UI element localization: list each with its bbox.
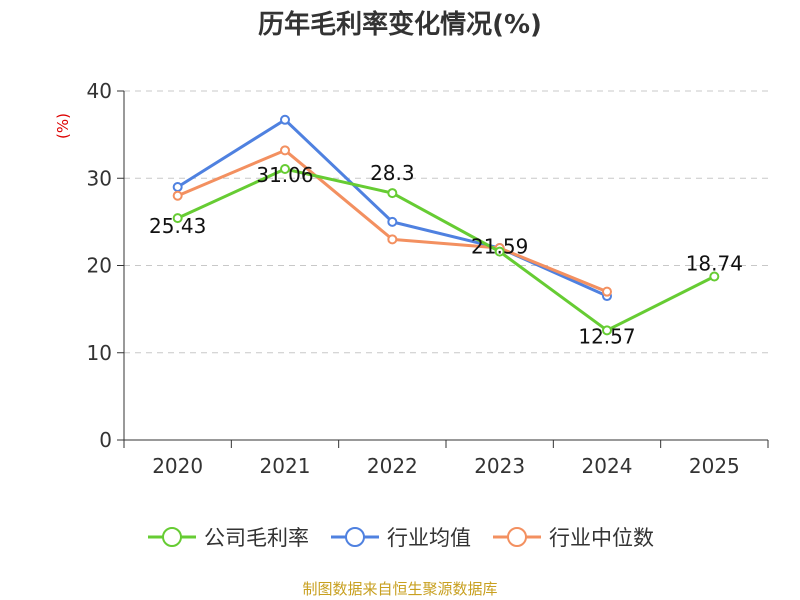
y-axis-label: (%) (54, 113, 72, 139)
y-tick-label: 20 (87, 254, 112, 278)
x-tick-label: 2021 (260, 454, 311, 478)
data-label: 31.06 (256, 163, 313, 187)
data-label: 25.43 (149, 214, 206, 238)
data-point (172, 213, 183, 224)
data-label: 21.59 (471, 235, 528, 259)
data-point (494, 246, 505, 257)
y-tick-label: 30 (87, 166, 112, 190)
data-point (709, 271, 720, 282)
x-tick-label: 2020 (152, 454, 203, 478)
x-tick-label: 2023 (474, 454, 525, 478)
data-point (602, 286, 612, 297)
data-point (172, 181, 183, 192)
series-line (176, 118, 608, 298)
data-point (280, 145, 290, 156)
data-point (172, 190, 183, 201)
x-tick-label: 2025 (689, 454, 740, 478)
data-point (387, 234, 398, 245)
legend-label: 行业中位数 (549, 526, 654, 550)
legend-label: 公司毛利率 (204, 526, 309, 550)
x-tick-label: 2024 (582, 454, 633, 478)
legend-marker-icon (507, 527, 527, 547)
data-point (602, 325, 612, 336)
data-label: 28.3 (370, 161, 415, 185)
data-point (387, 188, 398, 199)
y-tick-label: 10 (87, 341, 112, 365)
legend-marker-icon (162, 527, 182, 547)
data-label: 12.57 (578, 324, 635, 348)
data-point (280, 164, 290, 175)
series-line (177, 167, 716, 332)
legend-label: 行业均值 (387, 526, 471, 550)
y-tick-label: 40 (87, 79, 112, 103)
legend-marker-icon (345, 527, 365, 547)
data-point (387, 216, 398, 227)
y-tick-label: 0 (99, 428, 112, 452)
chart-title: 历年毛利率变化情况(%) (258, 10, 542, 40)
source-note: 制图数据来自恒生聚源数据库 (302, 580, 498, 598)
data-label: 18.74 (686, 251, 743, 275)
data-point (280, 114, 290, 125)
x-tick-label: 2022 (367, 454, 418, 478)
